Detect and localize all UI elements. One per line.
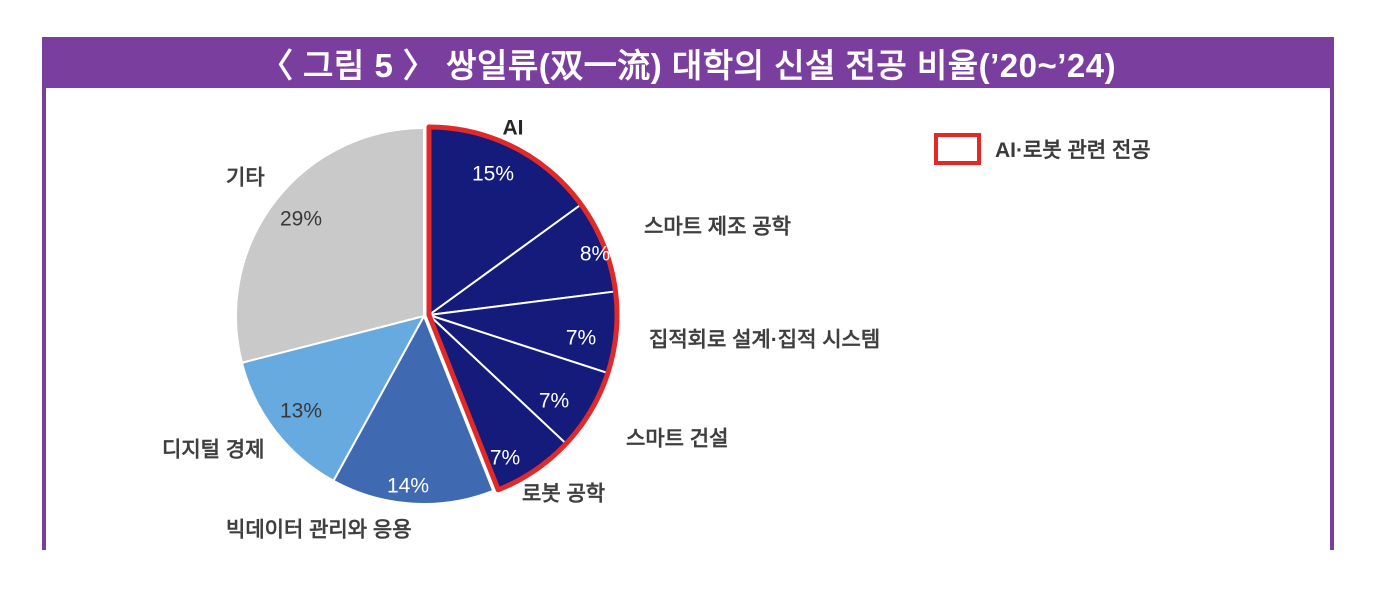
pie-slice-7 bbox=[235, 127, 425, 364]
slice-label-bigdata: 빅데이터 관리와 응용 bbox=[226, 518, 412, 542]
slice-label-digital-economy: 디지털 경제 bbox=[162, 438, 265, 462]
slice-value-digital-economy: 13% bbox=[279, 399, 323, 423]
slice-value-others: 29% bbox=[279, 207, 323, 231]
highlight-group bbox=[426, 124, 620, 493]
legend-highlight-swatch bbox=[934, 133, 981, 165]
slice-label-ai: AI bbox=[502, 116, 524, 140]
slice-value-smart-manufacturing: 8% bbox=[579, 242, 611, 266]
slice-label-integrated-circuit: 집적회로 설계·집적 시스템 bbox=[649, 328, 881, 352]
legend-label: AI·로봇 관련 전공 bbox=[995, 139, 1151, 162]
slice-value-integrated-circuit: 7% bbox=[565, 326, 597, 350]
slice-label-robotics: 로봇 공학 bbox=[522, 482, 606, 506]
highlight-outline bbox=[426, 124, 620, 493]
slice-label-smart-construction: 스마트 건설 bbox=[626, 427, 729, 451]
slice-label-smart-manufacturing: 스마트 제조 공학 bbox=[644, 215, 791, 239]
slice-value-robotics: 7% bbox=[489, 446, 521, 470]
pie-chart bbox=[235, 124, 620, 505]
slice-value-smart-construction: 7% bbox=[538, 389, 570, 413]
figure-title-bar: 〈 그림 5 〉 쌍일류(双一流) 대학의 신설 전공 비율(’20~’24) bbox=[42, 37, 1334, 88]
figure-title: 〈 그림 5 〉 쌍일류(双一流) 대학의 신설 전공 비율(’20~’24) bbox=[259, 46, 1117, 84]
slice-label-others: 기타 bbox=[226, 166, 265, 190]
pie-slice-6 bbox=[240, 315, 425, 482]
chart-area: AI 스마트 제조 공학 집적회로 설계·집적 시스템 스마트 건설 로봇 공학… bbox=[42, 88, 1334, 550]
legend: AI·로봇 관련 전공 bbox=[934, 133, 1151, 165]
pie-slice-5 bbox=[332, 315, 495, 505]
slice-value-bigdata: 14% bbox=[386, 474, 430, 498]
figure-box: 〈 그림 5 〉 쌍일류(双一流) 대학의 신설 전공 비율(’20~’24) … bbox=[42, 37, 1334, 550]
slice-value-ai: 15% bbox=[471, 162, 515, 186]
